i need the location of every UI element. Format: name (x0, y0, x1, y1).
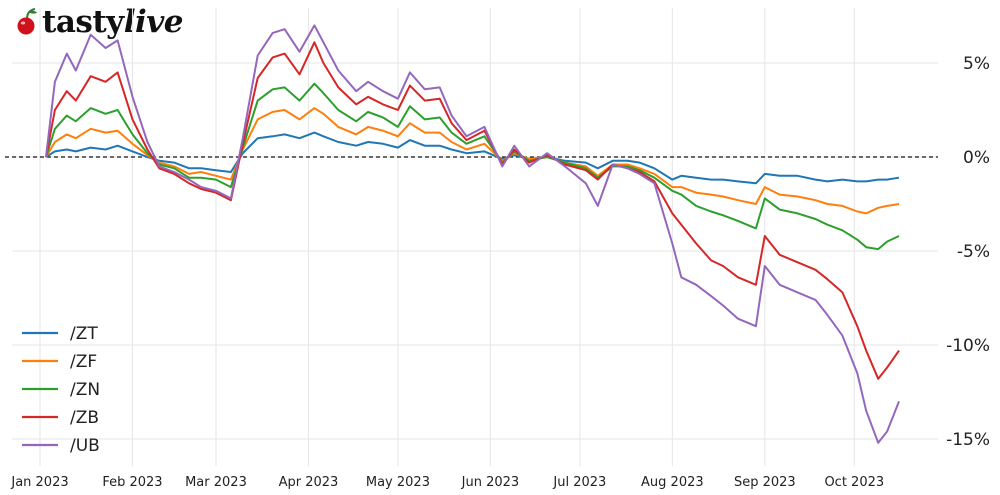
series-lines (45, 24, 900, 444)
x-tick-label: Jan 2023 (10, 475, 68, 490)
cherry-icon (17, 8, 37, 35)
legend: /ZT/ZF/ZN/ZB/UB (22, 324, 100, 456)
brand-name-bold: tasty (42, 4, 124, 40)
x-axis-ticks: Jan 2023 Feb 2023 Mar 2023 Apr 2023 May 2023… (10, 475, 884, 490)
x-tick-label: Apr 2023 (279, 475, 339, 490)
y-axis-ticks: 5% 0% -5% -10% -15% (946, 54, 990, 450)
series-line-zb (45, 41, 900, 380)
y-tick-label: -15% (946, 430, 990, 450)
legend-label: /ZT (70, 324, 98, 344)
x-tick-label: Jun 2023 (461, 475, 520, 490)
y-tick-label: 0% (963, 148, 990, 168)
series-line-zt (45, 131, 900, 185)
legend-label: /ZN (70, 380, 100, 400)
legend-label: /UB (70, 436, 100, 456)
x-tick-label: Feb 2023 (102, 475, 162, 490)
grid (12, 8, 938, 466)
x-tick-label: May 2023 (366, 475, 430, 490)
x-tick-label: Jul 2023 (552, 475, 606, 490)
x-tick-label: Mar 2023 (185, 475, 247, 490)
x-tick-label: Oct 2023 (824, 475, 884, 490)
x-tick-label: Sep 2023 (734, 475, 796, 490)
brand-logo: tastylive (14, 2, 184, 42)
series-line-zf (45, 107, 900, 215)
y-tick-label: 5% (963, 54, 990, 74)
x-tick-label: Aug 2023 (641, 475, 704, 490)
y-tick-label: -5% (957, 242, 990, 262)
series-line-zn (45, 82, 900, 251)
brand-name-italic: live (123, 4, 184, 40)
brand-wordmark: tastylive (42, 4, 184, 40)
series-line-ub (45, 24, 900, 444)
legend-label: /ZB (70, 408, 99, 428)
y-tick-label: -10% (946, 336, 990, 356)
legend-label: /ZF (70, 352, 97, 372)
